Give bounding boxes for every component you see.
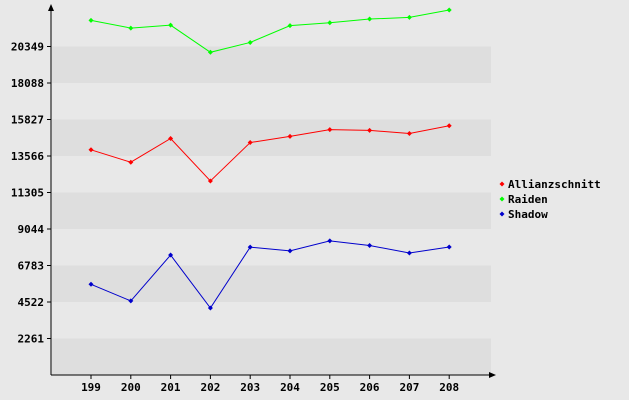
data-point — [367, 243, 373, 249]
grid-band — [52, 156, 491, 193]
x-tick-label: 207 — [399, 381, 419, 394]
data-point — [168, 22, 174, 28]
data-point — [207, 49, 213, 55]
y-tick-label: 4522 — [18, 296, 45, 309]
data-point — [327, 238, 333, 244]
legend-label: Allianzschnitt — [508, 178, 601, 191]
data-point — [406, 250, 412, 256]
y-tick-label: 13566 — [11, 150, 44, 163]
data-point — [128, 298, 134, 304]
data-point — [168, 252, 174, 258]
grid-band — [52, 338, 491, 375]
series-line — [90, 125, 450, 182]
x-ticks: 199 200 201 202 203 204 205 206 207 208 — [81, 375, 459, 394]
data-point — [287, 23, 293, 29]
legend-label: Shadow — [508, 208, 548, 221]
series-line — [90, 240, 450, 309]
y-ticks: 2261 4522 6783 9044 11305 13566 15827 18088 2034… — [11, 41, 51, 346]
x-tick-label: 201 — [161, 381, 181, 394]
series-shadow — [88, 238, 452, 311]
data-point — [327, 20, 333, 26]
data-point — [287, 248, 293, 254]
grid-band — [52, 229, 491, 266]
legend-marker — [499, 211, 505, 217]
y-tick-label: 20349 — [11, 41, 44, 54]
y-tick-label: 6783 — [18, 260, 45, 273]
legend-marker — [499, 181, 505, 187]
y-tick-label: 18088 — [11, 77, 44, 90]
grid-band — [52, 302, 491, 339]
legend-marker — [499, 196, 505, 202]
legend: Allianzschnitt Raiden Shadow — [499, 178, 601, 221]
data-point — [406, 14, 412, 20]
series-line — [90, 9, 450, 53]
data-point — [128, 25, 134, 31]
data-point — [207, 305, 213, 311]
data-point — [207, 178, 213, 184]
data-point — [367, 16, 373, 22]
data-point — [247, 39, 253, 45]
data-point — [287, 133, 293, 139]
data-point — [327, 127, 333, 133]
series-raiden — [88, 7, 452, 55]
grid-band — [52, 10, 491, 47]
x-tick-label: 199 — [81, 381, 101, 394]
x-tick-label: 203 — [240, 381, 260, 394]
grid-band — [52, 265, 491, 302]
data-point — [88, 147, 94, 153]
data-point — [247, 244, 253, 250]
y-tick-label: 11305 — [11, 187, 44, 200]
data-point — [88, 17, 94, 23]
grid-bands — [52, 10, 491, 375]
legend-label: Raiden — [508, 193, 548, 206]
data-point — [446, 123, 452, 129]
data-point — [88, 281, 94, 287]
data-point — [128, 159, 134, 165]
grid-band — [52, 46, 491, 83]
data-point — [446, 7, 452, 13]
y-tick-label: 9044 — [18, 223, 45, 236]
data-point — [168, 136, 174, 142]
series-allianzschnitt — [88, 123, 452, 184]
data-point — [446, 244, 452, 250]
y-axis-arrow — [48, 4, 54, 11]
grid-band — [52, 83, 491, 120]
x-tick-label: 205 — [320, 381, 340, 394]
y-tick-label: 15827 — [11, 114, 44, 127]
x-tick-label: 204 — [280, 381, 300, 394]
x-tick-label: 208 — [439, 381, 459, 394]
series-group — [88, 7, 452, 311]
y-tick-label: 2261 — [18, 333, 45, 346]
x-axis-arrow — [489, 372, 496, 378]
x-tick-label: 206 — [360, 381, 380, 394]
data-point — [367, 127, 373, 133]
grid-band — [52, 119, 491, 156]
data-point — [247, 140, 253, 146]
x-tick-label: 202 — [200, 381, 220, 394]
grid-band — [52, 192, 491, 229]
data-point — [406, 130, 412, 136]
x-tick-label: 200 — [121, 381, 141, 394]
axes — [48, 4, 496, 378]
